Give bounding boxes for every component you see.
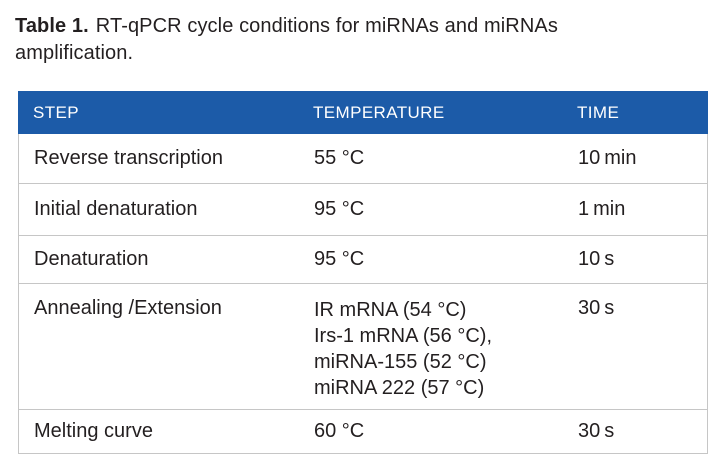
table-caption-label: Table 1. — [15, 15, 89, 37]
rtqpcr-conditions-table: STEP TEMPERATURE TIME Reverse transcript… — [18, 91, 708, 454]
cell-time: 30 s — [578, 420, 615, 442]
cell-temperature: 60 °C — [314, 420, 365, 442]
table-row-melting-curve: Melting curve 60 °C 30 s — [19, 410, 707, 453]
table-caption-text: RT-qPCR cycle conditions for miRNAs and … — [15, 15, 558, 64]
table-row-initial-denaturation: Initial denaturation 95 °C 1 min — [19, 184, 707, 236]
cell-step: Melting curve — [34, 420, 153, 442]
temperature-line: Irs-1 mRNA (56 °C), — [314, 325, 493, 347]
table-body: Reverse transcription 55 °C 10 min Initi… — [18, 134, 708, 454]
column-header-temperature: TEMPERATURE — [313, 102, 445, 122]
temperature-line: miRNA-155 (52 °C) — [314, 351, 487, 373]
temperature-line: IR mRNA (54 °C) — [314, 299, 467, 321]
cell-temperature: 55 °C — [314, 147, 365, 169]
cell-step: Annealing /Extension — [34, 297, 222, 319]
cell-step: Denaturation — [34, 248, 149, 270]
table-row-denaturation: Denaturation 95 °C 10 s — [19, 236, 707, 284]
cell-time: 1 min — [578, 198, 626, 220]
table-caption: Table 1. RT-qPCR cycle conditions for miR… — [0, 0, 650, 67]
cell-time: 10 min — [578, 147, 637, 169]
cell-temperature: 95 °C — [314, 198, 365, 220]
column-header-time: TIME — [577, 102, 620, 122]
cell-time: 10 s — [578, 248, 615, 270]
temperature-line: miRNA 222 (57 °C) — [314, 377, 485, 399]
cell-time: 30 s — [578, 297, 615, 319]
cell-step: Reverse transcription — [34, 147, 223, 169]
column-header-step: STEP — [33, 102, 80, 122]
cell-temperature: IR mRNA (54 °C) Irs-1 mRNA (56 °C), miRN… — [314, 297, 578, 401]
cell-temperature: 95 °C — [314, 248, 365, 270]
table-row-annealing-extension: Annealing /Extension IR mRNA (54 °C) Irs… — [19, 284, 707, 410]
cell-step: Initial denaturation — [34, 198, 198, 220]
table-row-reverse-transcription: Reverse transcription 55 °C 10 min — [19, 134, 707, 184]
table-header-row: STEP TEMPERATURE TIME — [18, 91, 708, 134]
